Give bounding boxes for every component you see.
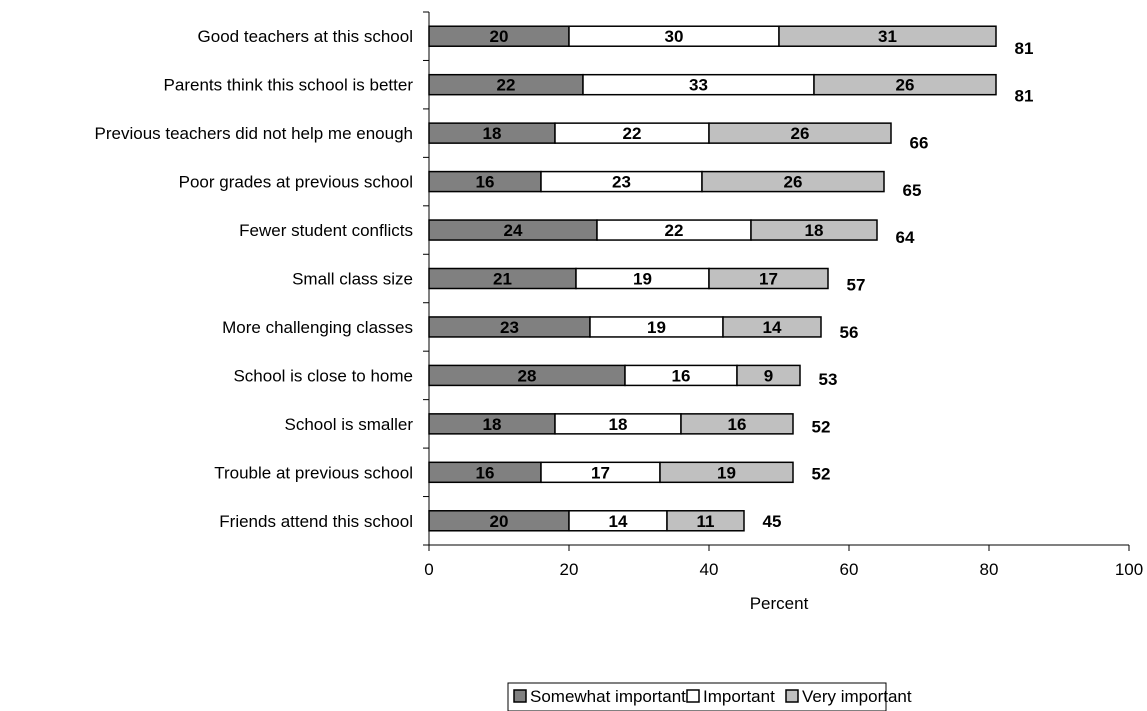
bar-total-label: 53 xyxy=(819,370,838,389)
segment-value-label: 11 xyxy=(697,512,715,531)
segment-value-label: 16 xyxy=(476,463,495,482)
segment-value-label: 23 xyxy=(612,173,631,192)
segment-value-label: 20 xyxy=(490,27,509,46)
category-label: Previous teachers did not help me enough xyxy=(95,124,413,143)
segment-value-label: 9 xyxy=(764,366,773,385)
segment-value-label: 19 xyxy=(633,270,652,289)
bar-segment xyxy=(680,413,794,435)
legend-swatch xyxy=(686,689,700,703)
category-label: Small class size xyxy=(292,270,413,289)
segment-value-label: 19 xyxy=(717,463,736,482)
x-tick-label: 100 xyxy=(1115,560,1143,579)
segment-value-label: 26 xyxy=(791,124,810,143)
segment-value-label: 17 xyxy=(591,463,610,482)
segment-value-label: 18 xyxy=(483,124,502,143)
segment-value-label: 30 xyxy=(665,27,684,46)
segment-value-label: 33 xyxy=(689,76,708,95)
category-label: Friends attend this school xyxy=(219,512,413,531)
bar-total-label: 81 xyxy=(1015,86,1034,105)
legend-swatch xyxy=(785,689,799,703)
segment-value-label: 18 xyxy=(483,415,502,434)
x-tick-label: 20 xyxy=(560,560,579,579)
category-label: Poor grades at previous school xyxy=(179,173,413,192)
bar-segment xyxy=(666,510,745,532)
bar-segment xyxy=(813,73,997,96)
segment-value-label: 14 xyxy=(609,512,628,531)
category-label: Parents think this school is better xyxy=(164,76,414,95)
bar-total-label: 64 xyxy=(896,228,915,247)
category-label: More challenging classes xyxy=(222,318,413,337)
x-tick-label: 40 xyxy=(700,560,719,579)
segment-value-label: 22 xyxy=(497,76,516,95)
segment-value-label: 26 xyxy=(784,173,803,192)
bar-segment xyxy=(708,122,892,144)
segment-value-label: 17 xyxy=(759,270,778,289)
segment-value-label: 16 xyxy=(728,415,747,434)
segment-value-label: 31 xyxy=(878,27,897,46)
segment-value-label: 22 xyxy=(623,124,642,143)
segment-value-label: 18 xyxy=(609,415,628,434)
bar-segment xyxy=(750,219,878,241)
category-label: Trouble at previous school xyxy=(214,463,413,482)
bar-segment xyxy=(778,25,997,47)
segment-value-label: 16 xyxy=(672,366,691,385)
category-label: Good teachers at this school xyxy=(198,27,413,46)
segment-value-label: 16 xyxy=(476,173,495,192)
category-label: School is close to home xyxy=(233,366,413,385)
segment-value-label: 21 xyxy=(493,270,512,289)
bar-segment xyxy=(701,170,885,193)
segment-value-label: 28 xyxy=(518,366,537,385)
legend-label: Important xyxy=(703,687,775,706)
segment-value-label: 24 xyxy=(504,221,523,240)
legend-label: Very important xyxy=(802,687,912,706)
segment-value-label: 23 xyxy=(500,318,519,337)
legend: Somewhat important Important Very importan… xyxy=(507,682,912,711)
legend-swatch xyxy=(513,689,527,703)
bar-total-label: 81 xyxy=(1015,39,1034,58)
segment-value-label: 18 xyxy=(805,221,824,240)
category-label: Fewer student conflicts xyxy=(239,221,413,240)
bar-total-label: 56 xyxy=(840,323,859,342)
bar-total-label: 45 xyxy=(763,512,782,531)
bar-segment xyxy=(736,364,801,387)
segment-value-label: 14 xyxy=(763,318,782,337)
legend-label: Somewhat important xyxy=(530,687,686,706)
segment-value-label: 19 xyxy=(647,318,666,337)
bar-total-label: 52 xyxy=(812,465,831,484)
segment-value-label: 22 xyxy=(665,221,684,240)
x-tick-label: 60 xyxy=(840,560,859,579)
bar-segment xyxy=(659,461,794,484)
bar-segment xyxy=(708,267,829,290)
category-label: School is smaller xyxy=(285,415,414,434)
bar-total-label: 52 xyxy=(812,417,831,436)
bar-segment xyxy=(722,316,822,338)
segment-value-label: 20 xyxy=(490,512,509,531)
bar-total-label: 57 xyxy=(847,276,866,295)
x-tick-label: 0 xyxy=(424,560,433,579)
x-axis-title: Percent xyxy=(750,594,809,613)
bar-total-label: 66 xyxy=(910,134,929,153)
x-tick-label: 80 xyxy=(980,560,999,579)
plot-area: Good teachers at this school 20 30 31 81 Pare… xyxy=(95,11,1143,613)
segment-value-label: 26 xyxy=(896,76,915,95)
bar-total-label: 65 xyxy=(903,181,922,200)
